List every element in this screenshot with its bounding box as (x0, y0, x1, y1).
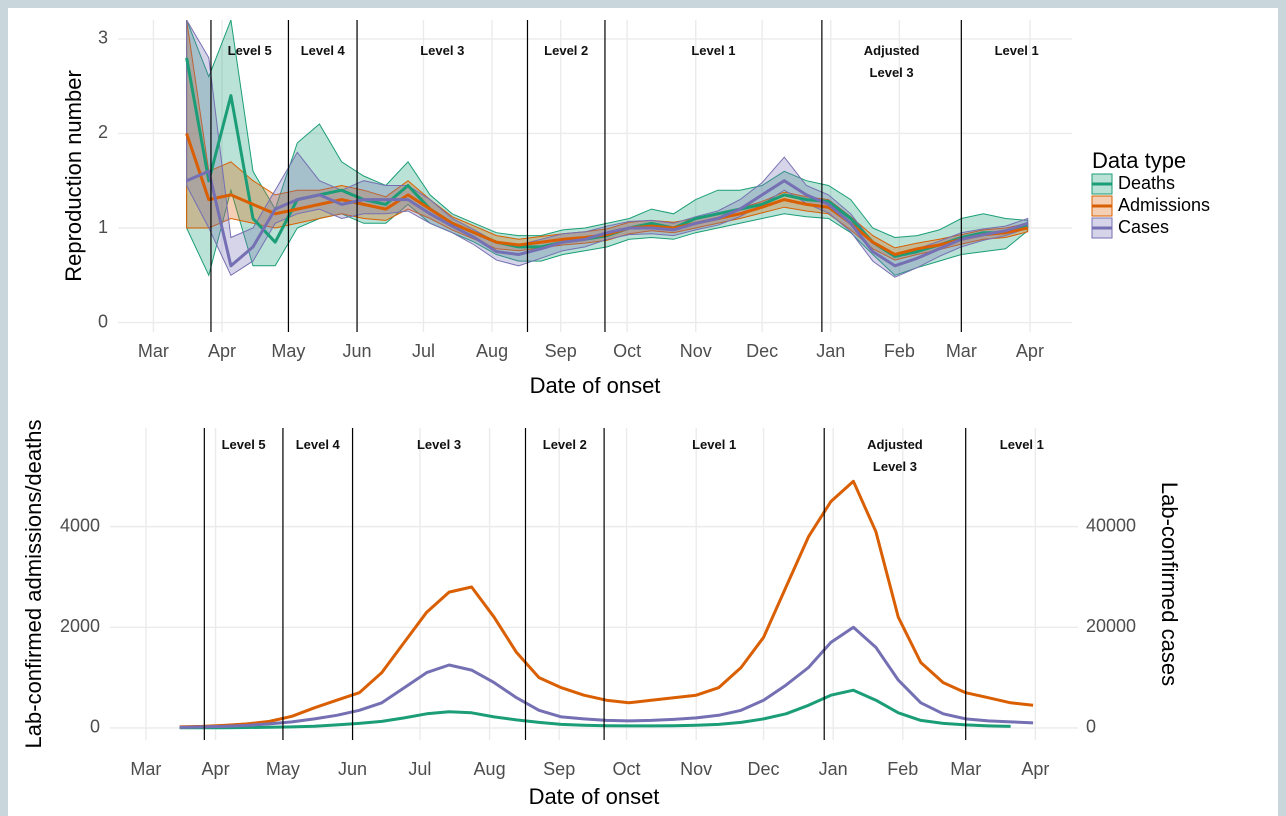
x-tick-label: Apr (1016, 341, 1044, 361)
y-tick-label: 2000 (60, 616, 100, 636)
y-axis-title: Lab-confirmed admissions/deaths (21, 420, 46, 749)
x-tick-label: Dec (748, 759, 780, 779)
x-tick-label: Jan (819, 759, 848, 779)
phase-label: Level 2 (544, 43, 589, 58)
x-axis-title: Date of onset (530, 373, 661, 398)
x-tick-label: Mar (138, 341, 169, 361)
y-tick-label: 4000 (60, 515, 100, 535)
y2-tick-label: 0 (1086, 717, 1096, 737)
x-tick-label: Nov (680, 341, 712, 361)
series-line (179, 688, 1011, 730)
y2-tick-label: 20000 (1086, 616, 1136, 636)
x-tick-label: Jan (816, 341, 845, 361)
y2-axis-title: Lab-confirmed cases (1157, 482, 1182, 686)
x-tick-label: Oct (613, 759, 641, 779)
x-tick-label: Jul (412, 341, 435, 361)
x-tick-label: Apr (202, 759, 230, 779)
x-tick-label: Aug (474, 759, 506, 779)
series-line (179, 625, 1034, 729)
y-tick-label: 0 (90, 717, 100, 737)
x-tick-label: Jun (343, 341, 372, 361)
x-tick-label: Feb (887, 759, 918, 779)
phase-label: Level 1 (692, 437, 737, 452)
phase-label: Level 1 (999, 437, 1044, 452)
x-tick-label: Feb (884, 341, 915, 361)
legend-label: Cases (1118, 217, 1169, 237)
phase-label: Level 5 (227, 43, 272, 58)
x-tick-label: Apr (1021, 759, 1049, 779)
x-tick-label: May (271, 341, 305, 361)
y-tick-label: 2 (98, 122, 108, 142)
x-tick-label: Dec (746, 341, 778, 361)
x-tick-label: Apr (208, 341, 236, 361)
x-tick-label: Mar (950, 759, 981, 779)
phase-label: Adjusted Level 3 (863, 43, 920, 80)
y-tick-label: 1 (98, 217, 108, 237)
phase-label: Level 5 (221, 437, 266, 452)
phase-label: Level 1 (994, 43, 1039, 58)
y-tick-label: 0 (98, 311, 108, 331)
y-tick-label: 3 (98, 28, 108, 48)
phase-label: Adjusted Level 3 (867, 437, 923, 474)
y2-tick-label: 40000 (1086, 515, 1136, 535)
series-line (179, 479, 1034, 729)
legend-label: Admissions (1118, 195, 1210, 215)
y-axis-title: Reproduction number (61, 70, 86, 282)
x-axis-title: Date of onset (529, 784, 660, 809)
phase-label: Level 2 (542, 437, 587, 452)
legend-label: Deaths (1118, 173, 1175, 193)
x-tick-label: Sep (545, 341, 577, 361)
x-tick-label: Mar (130, 759, 161, 779)
phase-label: Level 3 (416, 437, 462, 452)
phase-label: Level 4 (295, 437, 340, 452)
x-tick-label: Aug (476, 341, 508, 361)
x-tick-label: Nov (680, 759, 712, 779)
series-line (185, 133, 1029, 256)
x-tick-label: Jun (338, 759, 367, 779)
x-tick-label: May (266, 759, 300, 779)
x-tick-label: Oct (613, 341, 641, 361)
series-line (186, 169, 1029, 268)
x-tick-label: Jul (408, 759, 431, 779)
phase-label: Level 1 (691, 43, 736, 58)
legend-title: Data type (1092, 148, 1186, 173)
x-tick-label: Sep (543, 759, 575, 779)
x-tick-label: Mar (946, 341, 977, 361)
phase-label: Level 4 (300, 43, 345, 58)
plot-area (110, 428, 1078, 740)
plot-area (118, 20, 1072, 332)
phase-label: Level 3 (420, 43, 465, 58)
